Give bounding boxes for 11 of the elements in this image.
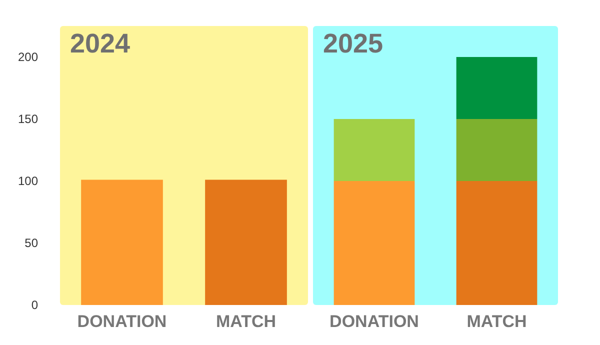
- x-tick-label: MATCH: [466, 312, 527, 331]
- y-tick-label: 100: [18, 174, 38, 188]
- y-tick-label: 200: [18, 50, 38, 64]
- y-tick-label: 150: [18, 112, 38, 126]
- band-label: 2025: [323, 28, 384, 58]
- x-tick-label: DONATION: [77, 312, 167, 331]
- band-label: 2024: [70, 28, 130, 58]
- y-tick-label: 0: [31, 298, 38, 312]
- x-tick-label: DONATION: [330, 312, 419, 331]
- x-tick-label: MATCH: [216, 312, 276, 331]
- y-tick-label: 50: [24, 236, 38, 250]
